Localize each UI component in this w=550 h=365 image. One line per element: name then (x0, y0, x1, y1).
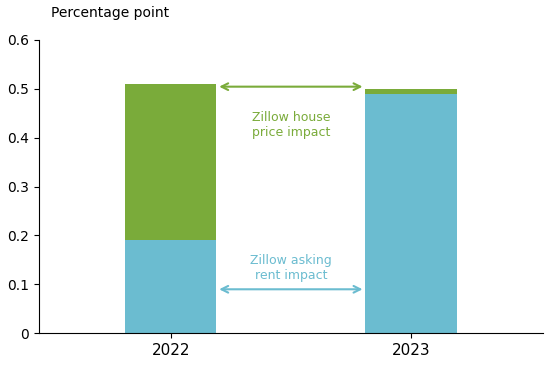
Bar (365, 89, 456, 93)
Text: Zillow asking
rent impact: Zillow asking rent impact (250, 254, 332, 282)
Bar (125, 84, 216, 240)
Bar (125, 240, 216, 333)
Text: Percentage point: Percentage point (51, 6, 169, 20)
Bar (365, 93, 456, 333)
Text: Zillow house
price impact: Zillow house price impact (251, 111, 330, 139)
